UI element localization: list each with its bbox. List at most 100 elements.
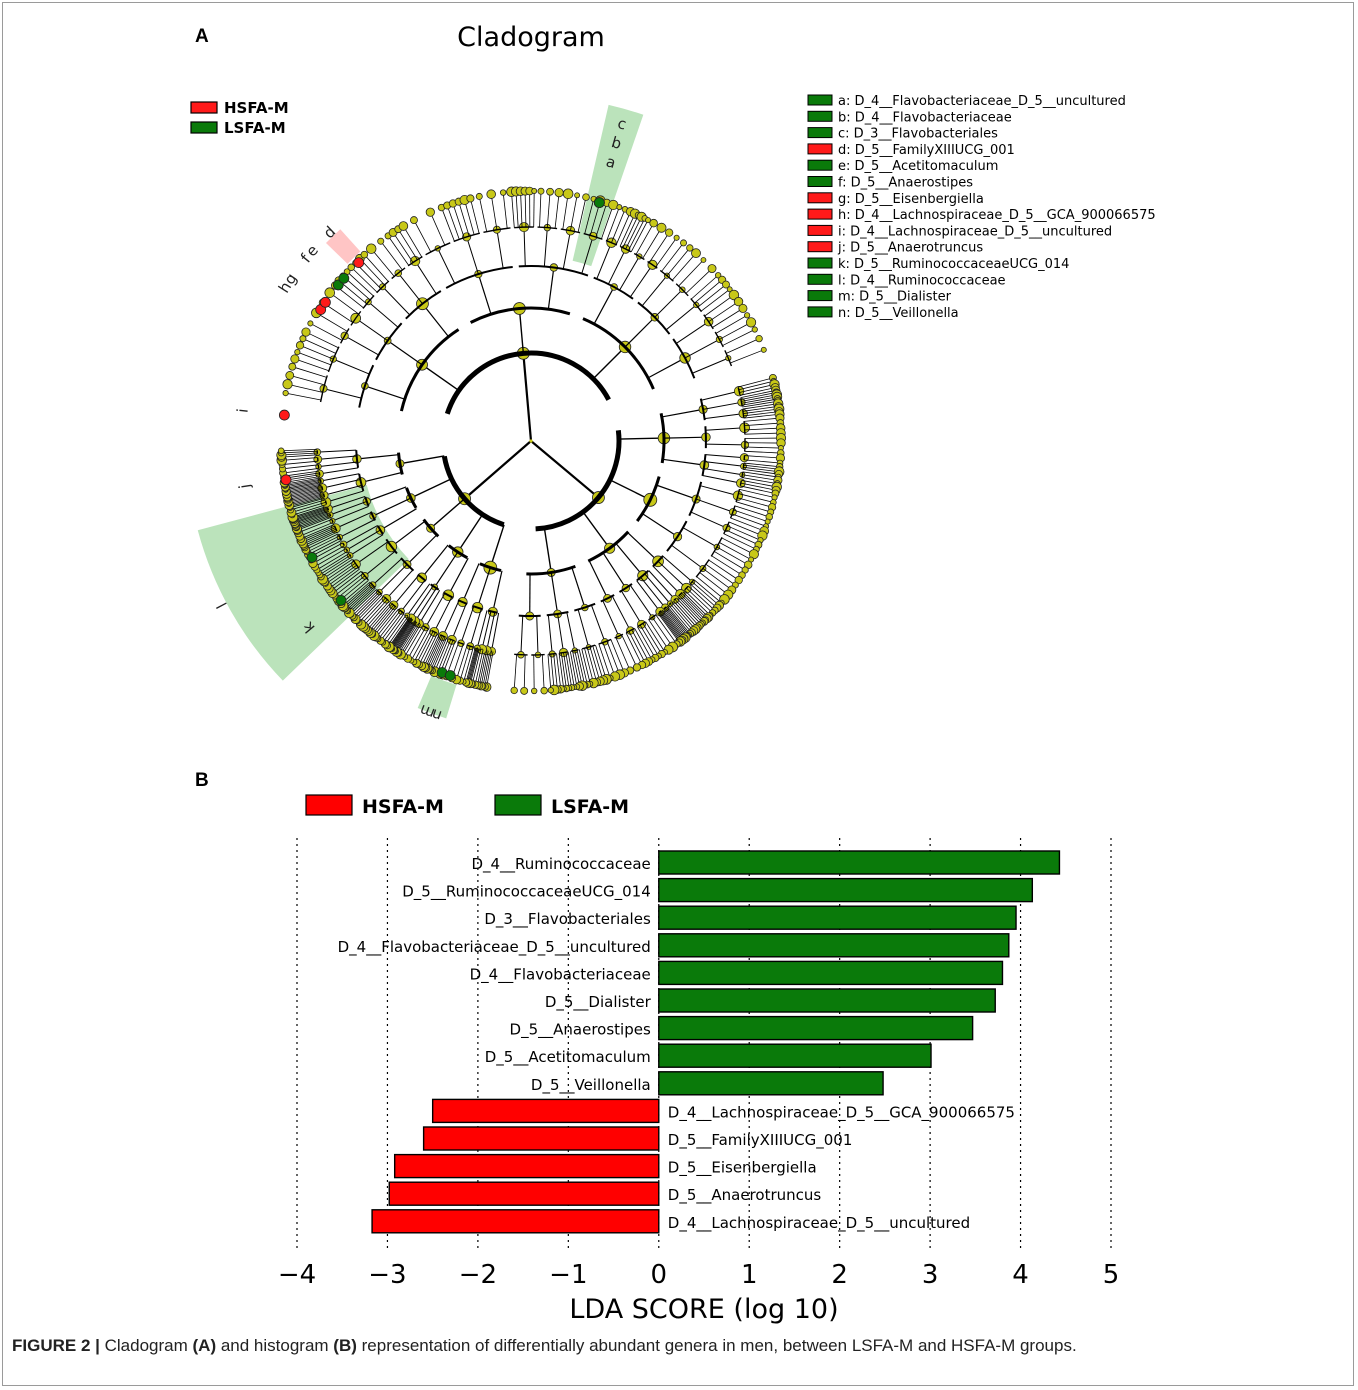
branch-line: [701, 390, 740, 401]
branch-line: [362, 599, 388, 627]
branch-line: [662, 609, 686, 638]
branch-arc: [659, 269, 674, 282]
bar-label: D_5__Veillonella: [531, 1076, 651, 1095]
branch-line: [661, 408, 704, 418]
branch-line: [389, 617, 411, 648]
lda-histogram-panel: B HSFA-M LSFA-M D_4__Ruminococcaceae D_5__…: [195, 770, 1119, 1325]
taxon-node: [377, 237, 385, 245]
branch-line: [569, 651, 578, 687]
taxon-node: [744, 312, 751, 319]
branch-line: [400, 579, 426, 612]
bar-D_5__Dialister: [658, 988, 996, 1013]
branch-arc: [407, 256, 423, 267]
branch-line: [345, 584, 373, 609]
bar-label: D_5__Dialister: [545, 993, 652, 1012]
branch-line: [736, 501, 771, 513]
branch-arc: [636, 570, 650, 582]
taxon-node: [531, 188, 538, 194]
taxon-node: [593, 197, 605, 209]
branch-line: [286, 484, 322, 493]
branch-line: [554, 192, 560, 229]
branch-line: [355, 593, 382, 620]
branch-arc: [375, 322, 403, 361]
branch-line: [661, 242, 684, 272]
branch-line: [387, 340, 423, 366]
histogram-grid: [296, 838, 1112, 1248]
key-label-c: c: D_3__Flavobacteriales: [838, 127, 998, 142]
branch-line: [737, 497, 773, 508]
branch-line: [451, 603, 467, 641]
taxon-node: [574, 192, 581, 199]
branch-line: [293, 506, 328, 519]
branch-line: [705, 443, 745, 446]
branch-line: [314, 548, 347, 567]
branch-line: [511, 191, 515, 228]
branch-line: [358, 596, 385, 623]
branch-line: [298, 519, 333, 533]
branch-line: [577, 197, 587, 233]
branch-arc: [518, 265, 589, 277]
taxon-node: [714, 272, 722, 279]
branch-line: [655, 237, 677, 268]
branch-arc: [319, 479, 322, 483]
taxon-node: [537, 187, 545, 195]
branch-line: [290, 499, 326, 511]
branch-line: [744, 446, 781, 449]
branch-arc: [345, 548, 349, 552]
taxon-node: [540, 686, 548, 695]
caption-part2: and histogram: [216, 1336, 334, 1355]
branch-line: [742, 471, 779, 478]
branch-line: [285, 480, 321, 488]
branch-arc: [391, 267, 406, 280]
branch-line: [743, 413, 780, 419]
taxon-node: [680, 239, 687, 247]
branch-arc: [385, 538, 398, 555]
branch-line: [739, 489, 775, 498]
branch-arc: [376, 589, 383, 595]
branch-line: [292, 366, 327, 378]
branch-line: [738, 380, 774, 391]
branch-arc: [469, 306, 571, 324]
taxon-node: [632, 663, 642, 672]
legend-label-hsfa-m: HSFA-M: [362, 796, 444, 818]
branch-line: [664, 607, 689, 637]
bar-label: D_4__Flavobacteriaceae: [470, 965, 651, 984]
taxon-node: [299, 335, 307, 343]
taxon-node: [738, 303, 748, 313]
taxon-node: [745, 317, 757, 328]
branch-line: [407, 627, 426, 659]
branch-line: [744, 422, 781, 427]
branch-line: [719, 542, 752, 560]
branch-line: [595, 202, 608, 238]
branch-line: [629, 584, 653, 618]
branch-arc: [321, 486, 324, 491]
branch-line: [581, 648, 591, 684]
bar-label: D_3__Flavobacteriales: [484, 910, 651, 929]
branch-line: [550, 654, 555, 690]
branch-line: [397, 621, 418, 653]
bar-D_5__RuminococcaceaeUCG_014: [658, 877, 1034, 903]
branch-line: [303, 530, 337, 547]
branch-line: [502, 192, 508, 229]
branch-line: [380, 611, 403, 641]
branch-line: [647, 357, 686, 379]
branch-line: [373, 607, 398, 636]
bar-label: D_4__Lachnospiraceae_D_5__uncultured: [668, 1214, 970, 1233]
branch-line: [590, 605, 606, 642]
taxon-node: [728, 289, 740, 301]
branch-arc: [737, 387, 741, 396]
taxon-node: [466, 194, 475, 203]
branch-arc: [453, 232, 481, 243]
branch-line: [470, 648, 480, 684]
bar-D_5__Anaerostipes: [658, 1015, 974, 1041]
branch-line: [703, 468, 743, 476]
branch-line: [663, 608, 687, 637]
branch-line: [413, 629, 432, 663]
branch-line: [685, 268, 713, 294]
branch-line: [712, 308, 744, 328]
bar-D_5__Veillonella: [658, 1071, 884, 1096]
branch-line: [325, 490, 364, 503]
branch-line: [676, 597, 702, 625]
branch-line: [627, 532, 659, 562]
branch-line: [305, 331, 339, 349]
